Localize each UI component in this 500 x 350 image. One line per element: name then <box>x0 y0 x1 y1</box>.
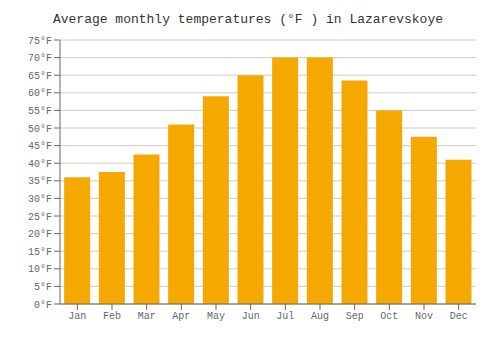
svg-text:Dec: Dec <box>450 311 468 322</box>
svg-text:25°F: 25°F <box>28 212 52 223</box>
svg-text:55°F: 55°F <box>28 106 52 117</box>
svg-text:0°F: 0°F <box>34 300 52 311</box>
svg-text:65°F: 65°F <box>28 71 52 82</box>
svg-text:75°F: 75°F <box>28 36 52 47</box>
svg-text:Aug: Aug <box>311 311 329 322</box>
svg-text:Mar: Mar <box>138 311 156 322</box>
svg-text:30°F: 30°F <box>28 194 52 205</box>
html-text:Average monthly temperatures (: Average monthly temperatures (°F ) in La… <box>53 12 443 27</box>
svg-text:45°F: 45°F <box>28 141 52 152</box>
svg-text:Apr: Apr <box>172 311 190 322</box>
svg-text:60°F: 60°F <box>28 88 52 99</box>
svg-text:Nov: Nov <box>415 311 433 322</box>
svg-text:50°F: 50°F <box>28 124 52 135</box>
svg-text:Oct: Oct <box>380 311 398 322</box>
svg-text:Jul: Jul <box>276 311 294 322</box>
svg-text:15°F: 15°F <box>28 247 52 258</box>
svg-text:5°F: 5°F <box>34 282 52 293</box>
svg-text:40°F: 40°F <box>28 159 52 170</box>
svg-text:35°F: 35°F <box>28 176 52 187</box>
svg-text:10°F: 10°F <box>28 264 52 275</box>
svg-text:20°F: 20°F <box>28 229 52 240</box>
svg-text:Sep: Sep <box>346 311 364 322</box>
svg-text:May: May <box>207 311 225 322</box>
svg-text:Feb: Feb <box>103 311 121 322</box>
svg-text:Jan: Jan <box>68 311 86 322</box>
svg-text:Jun: Jun <box>242 311 260 322</box>
svg-text:70°F: 70°F <box>28 53 52 64</box>
